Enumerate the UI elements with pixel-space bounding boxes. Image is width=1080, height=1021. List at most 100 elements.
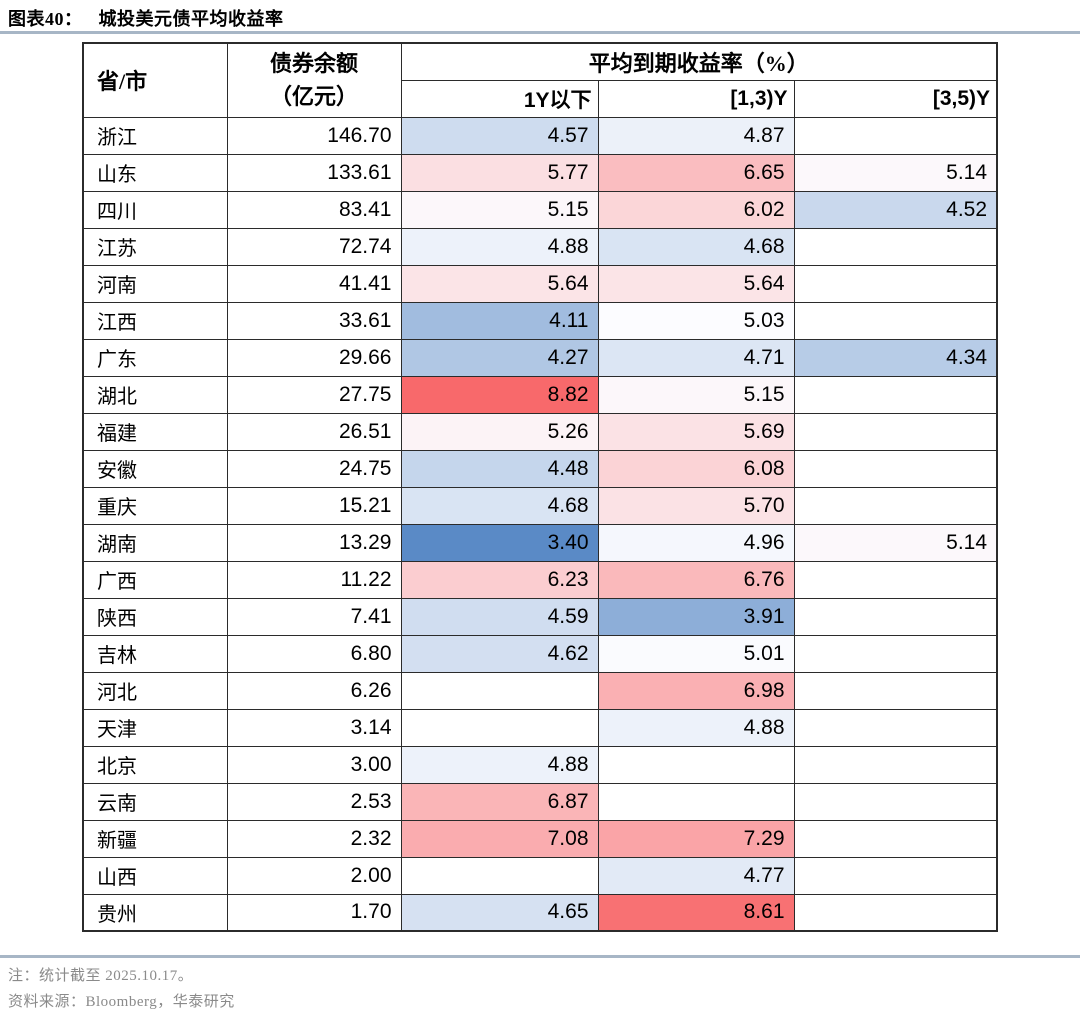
- cell-yield-3-5y: 5.14: [793, 153, 998, 192]
- cell-yield-1y: 5.15: [400, 190, 599, 229]
- header-cell-1-3y: [1,3)Y: [597, 79, 795, 118]
- cell-yield-1-3y: 5.03: [597, 301, 795, 340]
- cell-yield-1-3y: 4.88: [597, 708, 795, 747]
- cell-yield-1-3y: 6.76: [597, 560, 795, 599]
- cell-yield-3-5y: [793, 560, 998, 599]
- cell-province: 山东: [82, 153, 228, 192]
- table-row: 重庆 15.21 4.68 5.70: [82, 486, 998, 525]
- header-cell-balance: 债券余额 （亿元）: [226, 42, 402, 118]
- table-row: 河南 41.41 5.64 5.64: [82, 264, 998, 303]
- footer-note: 注：统计截至 2025.10.17。: [8, 968, 194, 984]
- cell-yield-3-5y: [793, 745, 998, 784]
- table-row: 山西 2.00 4.77: [82, 856, 998, 895]
- cell-yield-1-3y: 4.87: [597, 116, 795, 155]
- header-balance-line1: 债券余额: [269, 51, 358, 77]
- cell-yield-1-3y: 5.64: [597, 264, 795, 303]
- cell-yield-1y: [400, 708, 599, 747]
- cell-province: 湖南: [82, 523, 228, 562]
- cell-yield-1y: 4.57: [400, 116, 599, 155]
- cell-balance: 41.41: [226, 264, 402, 303]
- header-cell-province: 省/市: [82, 42, 228, 118]
- cell-yield-1-3y: [597, 745, 795, 784]
- cell-province: 江苏: [82, 227, 228, 266]
- cell-yield-1-3y: 5.70: [597, 486, 795, 525]
- table-row: 江西 33.61 4.11 5.03: [82, 301, 998, 340]
- cell-province: 新疆: [82, 819, 228, 858]
- table-row: 北京 3.00 4.88: [82, 745, 998, 784]
- cell-yield-3-5y: [793, 301, 998, 340]
- cell-balance: 6.80: [226, 634, 402, 673]
- table-row: 江苏 72.74 4.88 4.68: [82, 227, 998, 266]
- cell-yield-1y: 4.59: [400, 597, 599, 636]
- cell-yield-3-5y: [793, 708, 998, 747]
- cell-province: 浙江: [82, 116, 228, 155]
- cell-balance: 3.14: [226, 708, 402, 747]
- cell-balance: 146.70: [226, 116, 402, 155]
- cell-yield-1-3y: [597, 782, 795, 821]
- table-row: 湖北 27.75 8.82 5.15: [82, 375, 998, 414]
- cell-balance: 11.22: [226, 560, 402, 599]
- cell-balance: 72.74: [226, 227, 402, 266]
- table-row: 山东 133.61 5.77 6.65 5.14: [82, 153, 998, 192]
- cell-yield-1y: 8.82: [400, 375, 599, 414]
- footer-source: 资料来源：Bloomberg，华泰研究: [8, 994, 235, 1010]
- cell-yield-3-5y: [793, 227, 998, 266]
- cell-balance: 24.75: [226, 449, 402, 488]
- cell-yield-3-5y: [793, 597, 998, 636]
- cell-yield-1-3y: 4.77: [597, 856, 795, 895]
- table-row: 新疆 2.32 7.08 7.29: [82, 819, 998, 858]
- cell-province: 湖北: [82, 375, 228, 414]
- cell-balance: 3.00: [226, 745, 402, 784]
- cell-province: 安徽: [82, 449, 228, 488]
- cell-yield-1y: 4.88: [400, 227, 599, 266]
- cell-balance: 83.41: [226, 190, 402, 229]
- cell-yield-1y: 4.88: [400, 745, 599, 784]
- header-cell-yield-group: 平均到期收益率（%）: [400, 42, 998, 81]
- header-cell-3-5y: [3,5)Y: [793, 79, 998, 118]
- cell-yield-1y: 4.27: [400, 338, 599, 377]
- cell-yield-3-5y: [793, 264, 998, 303]
- cell-yield-3-5y: 4.34: [793, 338, 998, 377]
- cell-province: 河南: [82, 264, 228, 303]
- cell-province: 北京: [82, 745, 228, 784]
- cell-province: 吉林: [82, 634, 228, 673]
- cell-yield-1y: 5.26: [400, 412, 599, 451]
- cell-yield-3-5y: [793, 375, 998, 414]
- table-row: 吉林 6.80 4.62 5.01: [82, 634, 998, 673]
- cell-yield-1-3y: 4.68: [597, 227, 795, 266]
- header-balance-line2: （亿元）: [269, 84, 358, 110]
- cell-yield-3-5y: [793, 412, 998, 451]
- cell-province: 广东: [82, 338, 228, 377]
- cell-yield-1-3y: 3.91: [597, 597, 795, 636]
- table-row: 天津 3.14 4.88: [82, 708, 998, 747]
- bottom-divider-rule: [0, 955, 1080, 958]
- table-row: 陕西 7.41 4.59 3.91: [82, 597, 998, 636]
- cell-province: 天津: [82, 708, 228, 747]
- cell-province: 陕西: [82, 597, 228, 636]
- cell-province: 贵州: [82, 893, 228, 932]
- cell-balance: 27.75: [226, 375, 402, 414]
- cell-balance: 15.21: [226, 486, 402, 525]
- cell-yield-1y: 4.62: [400, 634, 599, 673]
- cell-yield-1-3y: 4.96: [597, 523, 795, 562]
- yield-table: 省/市 债券余额 （亿元） 平均到期收益率（%） 1Y以下 [1,3)Y [3,…: [82, 42, 999, 932]
- cell-province: 福建: [82, 412, 228, 451]
- cell-balance: 133.61: [226, 153, 402, 192]
- cell-yield-1-3y: 7.29: [597, 819, 795, 858]
- cell-yield-1y: 5.77: [400, 153, 599, 192]
- cell-yield-1-3y: 6.08: [597, 449, 795, 488]
- cell-balance: 29.66: [226, 338, 402, 377]
- cell-province: 云南: [82, 782, 228, 821]
- cell-yield-1y: 5.64: [400, 264, 599, 303]
- figure-number: 图表40：: [8, 9, 83, 29]
- cell-yield-3-5y: [793, 634, 998, 673]
- cell-yield-3-5y: 5.14: [793, 523, 998, 562]
- table-row: 福建 26.51 5.26 5.69: [82, 412, 998, 451]
- cell-balance: 2.00: [226, 856, 402, 895]
- cell-yield-1-3y: 5.69: [597, 412, 795, 451]
- cell-province: 山西: [82, 856, 228, 895]
- cell-balance: 7.41: [226, 597, 402, 636]
- cell-yield-1y: 4.11: [400, 301, 599, 340]
- title-divider-rule: [0, 31, 1080, 34]
- cell-yield-3-5y: [793, 893, 998, 932]
